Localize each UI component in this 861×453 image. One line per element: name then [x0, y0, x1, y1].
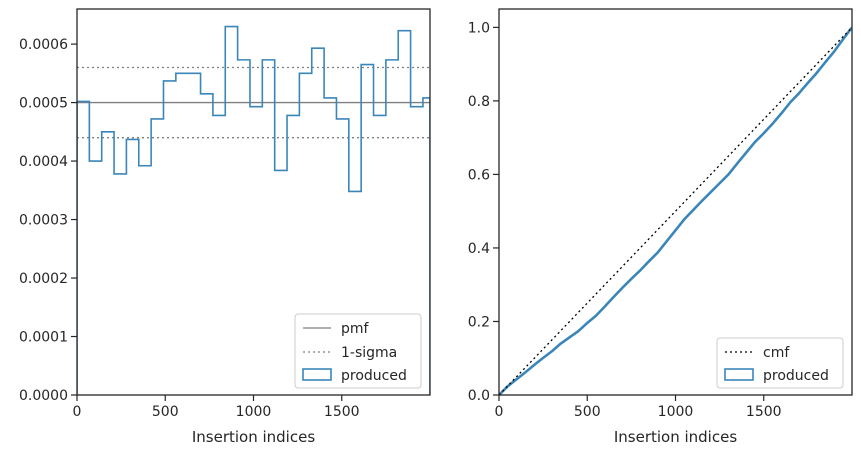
x-tick-label: 1500 [746, 404, 782, 420]
y-tick-label: 0.0005 [19, 96, 68, 112]
y-tick-label: 0.0003 [19, 213, 68, 229]
y-tick-label: 0.0000 [19, 388, 68, 404]
y-tick-label: 0.2 [468, 314, 490, 330]
y-tick-label: 0.0001 [19, 330, 68, 346]
plot-frame [76, 8, 431, 396]
legend-produced-swatch [302, 368, 332, 381]
legend-pmf-label: pmf [341, 321, 370, 337]
produced-histogram [77, 25, 430, 395]
x-tick-label: 1000 [658, 404, 694, 420]
legend-produced-label: produced [763, 368, 829, 384]
x-tick-label: 1500 [324, 404, 360, 420]
y-tick-label: 1.0 [468, 20, 490, 36]
y-tick-label: 0.0006 [19, 37, 68, 53]
plot-area [499, 26, 852, 395]
y-tick-label: 0.6 [468, 167, 490, 183]
plot-frame [498, 8, 853, 396]
left-chart: 0 500 1000 1500 0.0000 0.0001 0.0002 0.0003 0.00… [19, 8, 431, 446]
y-tick-label: 0.0004 [19, 154, 68, 170]
legend-sigma-label: 1-sigma [341, 345, 397, 361]
x-tick-label: 1000 [236, 404, 272, 420]
y-tick-label: 0.4 [468, 241, 490, 257]
legend-produced-label: produced [341, 368, 407, 384]
legend-cmf-label: cmf [763, 345, 790, 361]
x-tick-label: 0 [495, 404, 504, 420]
x-tick-label: 500 [152, 404, 179, 420]
produced-cumulative-line [499, 26, 852, 395]
x-axis-title: Insertion indices [614, 428, 737, 446]
x-tick-label: 0 [73, 404, 82, 420]
y-tick-label: 0.0002 [19, 271, 68, 287]
legend-produced-swatch [724, 368, 754, 381]
y-tick-label: 0.8 [468, 94, 490, 110]
y-tick-label: 0.0 [468, 388, 490, 404]
plot-area [77, 25, 430, 395]
x-tick-label: 500 [574, 404, 601, 420]
right-chart: 0 500 1000 1500 0.0 0.2 0.4 0.6 0.8 1.0 Insertion … [468, 8, 853, 446]
x-axis-title: Insertion indices [192, 428, 315, 446]
legend-box [716, 337, 844, 389]
